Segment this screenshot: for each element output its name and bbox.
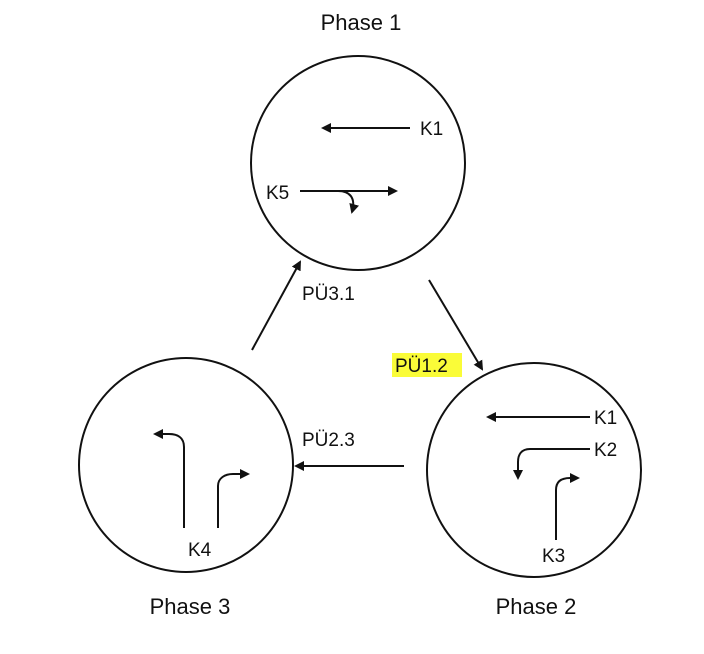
transition-1-2-highlight [392, 353, 462, 377]
phase-3-circle [78, 357, 294, 573]
phase-3-k4-left-arrow [153, 429, 185, 528]
phase-1-title: Phase 1 [321, 10, 402, 35]
phase-3-title: Phase 3 [150, 594, 231, 619]
phase-1-k5-turn-arrow [337, 190, 360, 214]
phase-1-k5-label: K5 [266, 183, 289, 204]
phase-2-k2-label: K2 [594, 440, 617, 461]
phase-2-title: Phase 2 [496, 594, 577, 619]
phase-2-k3-label: K3 [542, 546, 565, 567]
phase-1-circle [250, 55, 466, 271]
transition-1-2-label: PÜ1.2 [395, 356, 448, 377]
transition-3-1-label: PÜ3.1 [302, 284, 355, 305]
transition-2-3-label: PÜ2.3 [302, 430, 355, 451]
phase-2-circle [426, 362, 642, 578]
phase-2-k2-arrow [513, 448, 590, 480]
transition-3-1-arrow [251, 260, 301, 351]
phase-2-k3-arrow [555, 473, 580, 540]
transition-1-2-arrow [428, 279, 484, 371]
phase-3-k4-right-arrow [217, 469, 250, 528]
phase-3-k4-label: K4 [188, 540, 212, 561]
phase-1-k1-label: K1 [420, 119, 443, 140]
phase-2-k1-label: K1 [594, 408, 617, 429]
